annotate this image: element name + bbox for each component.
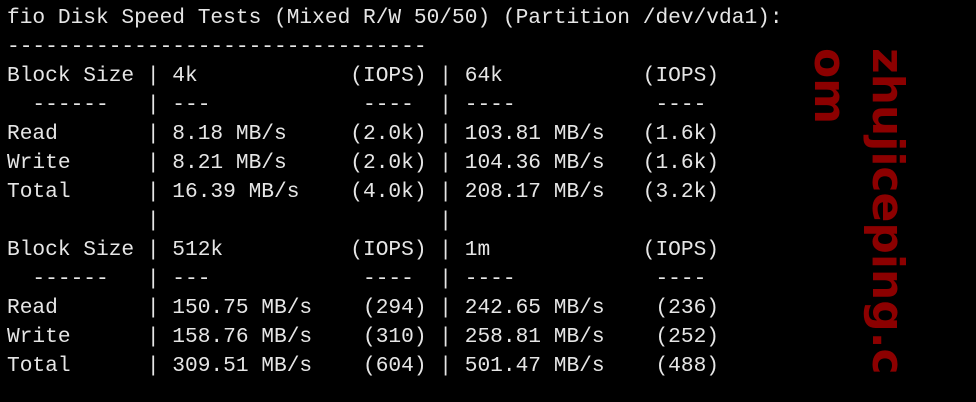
terminal-line: Block Size | 4k (IOPS) | 64k (IOPS): [7, 64, 720, 88]
terminal-line: fio Disk Speed Tests (Mixed R/W 50/50) (…: [7, 6, 783, 30]
watermark: zhujiceping.com: [804, 48, 913, 375]
terminal-line: ------ | --- ---- | ---- ----: [7, 93, 720, 117]
terminal-line: ---------------------------------: [7, 35, 427, 59]
terminal-line: Write | 158.76 MB/s (310) | 258.81 MB/s …: [7, 325, 720, 349]
terminal-line: Read | 150.75 MB/s (294) | 242.65 MB/s (…: [7, 296, 720, 320]
terminal-output: fio Disk Speed Tests (Mixed R/W 50/50) (…: [7, 4, 783, 381]
terminal-line: ------ | --- ---- | ---- ----: [7, 267, 720, 291]
terminal-line: Total | 309.51 MB/s (604) | 501.47 MB/s …: [7, 354, 720, 378]
terminal-line: | |: [7, 209, 720, 233]
terminal-line: Total | 16.39 MB/s (4.0k) | 208.17 MB/s …: [7, 180, 720, 204]
terminal-line: Write | 8.21 MB/s (2.0k) | 104.36 MB/s (…: [7, 151, 720, 175]
terminal-line: Read | 8.18 MB/s (2.0k) | 103.81 MB/s (1…: [7, 122, 720, 146]
terminal-line: Block Size | 512k (IOPS) | 1m (IOPS): [7, 238, 720, 262]
